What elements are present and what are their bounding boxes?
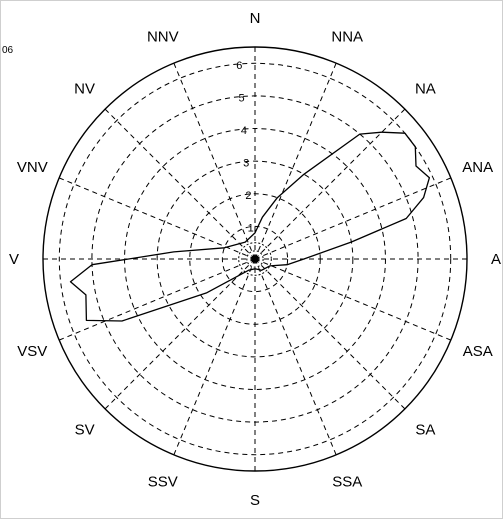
spoke-sv xyxy=(104,258,256,410)
grid-ring-3 xyxy=(156,160,354,358)
direction-label-na: NA xyxy=(415,81,436,98)
direction-label-nna: NNA xyxy=(331,28,363,45)
direction-label-asa: ASA xyxy=(463,343,493,360)
radial-tick-label-1: 1 xyxy=(248,223,254,235)
direction-label-vsv: VSV xyxy=(17,343,47,360)
direction-label-vnv: VNV xyxy=(17,159,48,176)
direction-label-v: V xyxy=(9,251,19,268)
radial-tick-label-4: 4 xyxy=(241,125,247,137)
direction-label-sv: SV xyxy=(75,421,95,438)
spoke-ana xyxy=(254,177,452,260)
direction-label-nv: NV xyxy=(74,81,95,98)
direction-label-s: S xyxy=(250,492,260,509)
grid-ring-6 xyxy=(58,62,452,456)
grid-ring-1 xyxy=(221,225,289,293)
inner-ring-1 xyxy=(246,250,264,268)
direction-label-n: N xyxy=(250,10,261,27)
radial-tick-label-6: 6 xyxy=(236,60,242,72)
spoke-vsv xyxy=(58,258,256,341)
radial-tick-label-5: 5 xyxy=(239,92,245,104)
spoke-sa xyxy=(254,258,406,410)
inner-ring-2 xyxy=(238,242,272,276)
spoke-asa xyxy=(254,258,452,341)
spoke-ssa xyxy=(254,258,337,456)
corner-label: 06 xyxy=(2,45,14,56)
spoke-nv xyxy=(104,108,256,260)
spoke-nna xyxy=(254,62,337,260)
series-line-1 xyxy=(69,131,431,322)
direction-label-a: A xyxy=(491,251,501,268)
direction-label-ssv: SSV xyxy=(148,474,178,491)
direction-label-nnv: NNV xyxy=(147,28,179,45)
radial-tick-label-3: 3 xyxy=(243,157,249,169)
center-dot xyxy=(251,255,259,263)
radial-tick-label-2: 2 xyxy=(245,190,251,202)
direction-label-sa: SA xyxy=(415,421,435,438)
direction-label-ssa: SSA xyxy=(332,474,362,491)
direction-label-ana: ANA xyxy=(462,159,493,176)
